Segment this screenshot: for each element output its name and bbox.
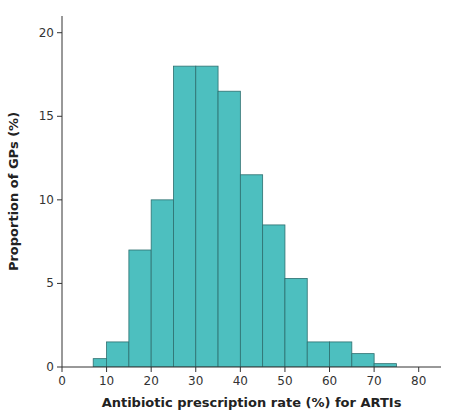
x-axis-line bbox=[62, 367, 441, 368]
bar bbox=[374, 364, 396, 367]
bar bbox=[285, 278, 307, 367]
x-tick-label: 40 bbox=[233, 374, 248, 388]
y-tick bbox=[57, 32, 62, 33]
x-tick-label: 60 bbox=[322, 374, 337, 388]
x-tick bbox=[62, 367, 63, 372]
x-tick-label: 30 bbox=[188, 374, 203, 388]
x-tick bbox=[374, 367, 375, 372]
x-tick bbox=[151, 367, 152, 372]
chart-container: 0 10 20 30 40 50 60 70 80 0 5 10 15 20 Antibiotic pres… bbox=[0, 0, 459, 419]
y-tick-label: 0 bbox=[46, 360, 54, 374]
bar bbox=[330, 342, 352, 367]
x-tick-label: 20 bbox=[144, 374, 159, 388]
x-tick bbox=[240, 367, 241, 372]
chart: 0 10 20 30 40 50 60 70 80 0 5 10 15 20 Antibiotic pres… bbox=[0, 0, 459, 419]
x-tick-label: 0 bbox=[58, 374, 66, 388]
x-tick bbox=[284, 367, 285, 372]
y-tick-label: 5 bbox=[46, 276, 54, 290]
x-tick bbox=[329, 367, 330, 372]
y-axis-label: Proportion of GPs (%) bbox=[6, 112, 21, 271]
y-tick-label: 20 bbox=[39, 26, 54, 40]
x-axis-label: Antibiotic prescription rate (%) for ART… bbox=[102, 395, 402, 410]
y-tick bbox=[57, 199, 62, 200]
x-tick bbox=[418, 367, 419, 372]
bar bbox=[173, 66, 195, 367]
y-tick bbox=[57, 116, 62, 117]
x-tick bbox=[106, 367, 107, 372]
x-tick-label: 70 bbox=[366, 374, 381, 388]
bar bbox=[240, 175, 262, 367]
bar bbox=[263, 225, 285, 367]
y-axis-line bbox=[62, 16, 63, 367]
bars bbox=[93, 66, 396, 367]
bar bbox=[107, 342, 129, 367]
x-tick-label: 80 bbox=[411, 374, 426, 388]
bar bbox=[196, 66, 218, 367]
x-tick bbox=[195, 367, 196, 372]
y-tick bbox=[57, 367, 62, 368]
bar bbox=[352, 354, 374, 367]
axes: 0 10 20 30 40 50 60 70 80 0 5 10 15 20 bbox=[39, 16, 441, 388]
bar bbox=[129, 250, 151, 367]
y-tick-label: 15 bbox=[39, 109, 54, 123]
x-tick-label: 50 bbox=[277, 374, 292, 388]
bar bbox=[307, 342, 329, 367]
bar bbox=[151, 200, 173, 367]
x-tick-label: 10 bbox=[99, 374, 114, 388]
y-tick bbox=[57, 283, 62, 284]
y-tick-label: 10 bbox=[39, 193, 54, 207]
bar bbox=[218, 91, 240, 367]
